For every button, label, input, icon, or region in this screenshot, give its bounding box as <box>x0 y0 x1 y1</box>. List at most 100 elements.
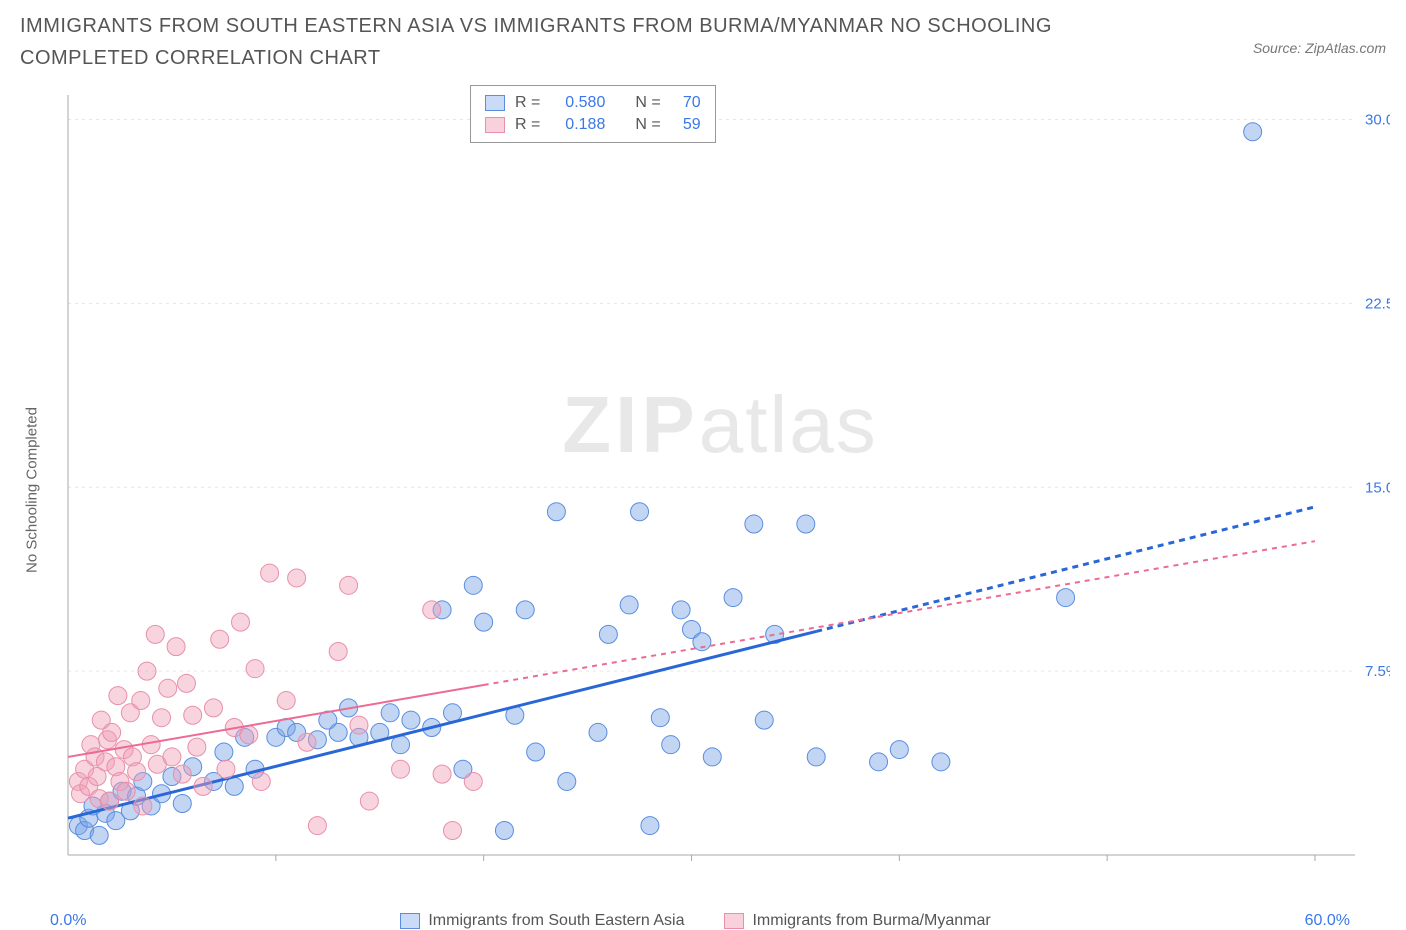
data-point <box>153 709 171 727</box>
data-point <box>402 711 420 729</box>
data-point <box>433 765 451 783</box>
data-point <box>662 736 680 754</box>
data-point <box>308 817 326 835</box>
data-point <box>527 743 545 761</box>
data-point <box>475 613 493 631</box>
data-point <box>392 736 410 754</box>
stat-n-label: N = <box>635 116 660 134</box>
data-point <box>246 660 264 678</box>
trend-line-solid <box>68 631 816 818</box>
data-point <box>146 625 164 643</box>
stat-n-label: N = <box>635 94 660 112</box>
data-point <box>724 589 742 607</box>
data-point <box>184 706 202 724</box>
data-point <box>288 569 306 587</box>
data-point <box>173 765 191 783</box>
data-point <box>215 743 233 761</box>
data-point <box>277 692 295 710</box>
data-point <box>177 674 195 692</box>
stat-r-label: R = <box>515 116 540 134</box>
stat-r-label: R = <box>515 94 540 112</box>
data-point <box>599 625 617 643</box>
data-point <box>703 748 721 766</box>
data-point <box>138 662 156 680</box>
stat-r-value: 0.580 <box>550 94 605 112</box>
data-point <box>134 797 152 815</box>
trend-line-dashed <box>484 541 1315 685</box>
y-axis-label: No Schooling Completed <box>24 407 41 573</box>
trend-line-dashed <box>816 507 1315 632</box>
data-point <box>217 760 235 778</box>
data-point <box>261 564 279 582</box>
data-point <box>1057 589 1075 607</box>
data-point <box>103 723 121 741</box>
data-point <box>443 821 461 839</box>
data-point <box>516 601 534 619</box>
data-point <box>392 760 410 778</box>
stat-n-value: 59 <box>671 116 701 134</box>
legend-label: Immigrants from South Eastern Asia <box>428 912 684 930</box>
legend-item: Immigrants from Burma/Myanmar <box>724 912 990 930</box>
data-point <box>807 748 825 766</box>
data-point <box>109 687 127 705</box>
x-min-label: 0.0% <box>50 912 86 930</box>
data-point <box>1244 123 1262 141</box>
data-point <box>464 576 482 594</box>
data-point <box>745 515 763 533</box>
data-point <box>797 515 815 533</box>
data-point <box>163 748 181 766</box>
stats-row: R = 0.188 N = 59 <box>485 114 701 136</box>
data-point <box>90 826 108 844</box>
legend-swatch <box>400 913 420 929</box>
legend-swatch <box>724 913 744 929</box>
data-point <box>173 795 191 813</box>
scatter-chart: 7.5% 15.0% 22.5% 30.0% <box>50 85 1390 895</box>
stat-r-value: 0.188 <box>550 116 605 134</box>
data-point <box>870 753 888 771</box>
data-point <box>589 723 607 741</box>
data-point <box>188 738 206 756</box>
y-tick-label: 22.5% <box>1365 295 1390 312</box>
data-point <box>932 753 950 771</box>
data-point <box>329 643 347 661</box>
y-tick-label: 7.5% <box>1365 663 1390 680</box>
data-point <box>252 772 270 790</box>
legend-item: Immigrants from South Eastern Asia <box>400 912 684 930</box>
data-point <box>298 733 316 751</box>
header: IMMIGRANTS FROM SOUTH EASTERN ASIA VS IM… <box>0 0 1406 74</box>
data-point <box>381 704 399 722</box>
data-point <box>464 772 482 790</box>
y-tick-label: 30.0% <box>1365 112 1390 129</box>
data-point <box>128 763 146 781</box>
data-point <box>651 709 669 727</box>
data-point <box>329 723 347 741</box>
y-tick-label: 15.0% <box>1365 479 1390 496</box>
data-point <box>360 792 378 810</box>
stats-box: R = 0.580 N = 70 R = 0.188 N = 59 <box>470 85 716 143</box>
stats-row: R = 0.580 N = 70 <box>485 92 701 114</box>
data-point <box>167 638 185 656</box>
data-point <box>340 576 358 594</box>
legend-label: Immigrants from Burma/Myanmar <box>752 912 990 930</box>
data-point <box>132 692 150 710</box>
bottom-legend-bar: 0.0% Immigrants from South Eastern AsiaI… <box>50 912 1350 930</box>
data-point <box>142 736 160 754</box>
data-point <box>641 817 659 835</box>
stat-n-value: 70 <box>671 94 701 112</box>
stats-swatch <box>485 95 505 111</box>
data-point <box>890 741 908 759</box>
data-point <box>350 716 368 734</box>
data-point <box>194 777 212 795</box>
data-point <box>620 596 638 614</box>
chart-title: IMMIGRANTS FROM SOUTH EASTERN ASIA VS IM… <box>20 10 1120 74</box>
data-point <box>755 711 773 729</box>
data-point <box>547 503 565 521</box>
stats-swatch <box>485 117 505 133</box>
source-label: Source: ZipAtlas.com <box>1253 10 1386 56</box>
data-point <box>232 613 250 631</box>
data-point <box>495 821 513 839</box>
data-point <box>225 777 243 795</box>
data-point <box>240 726 258 744</box>
legend-center: Immigrants from South Eastern Asia Immigr… <box>400 912 990 930</box>
data-point <box>423 601 441 619</box>
